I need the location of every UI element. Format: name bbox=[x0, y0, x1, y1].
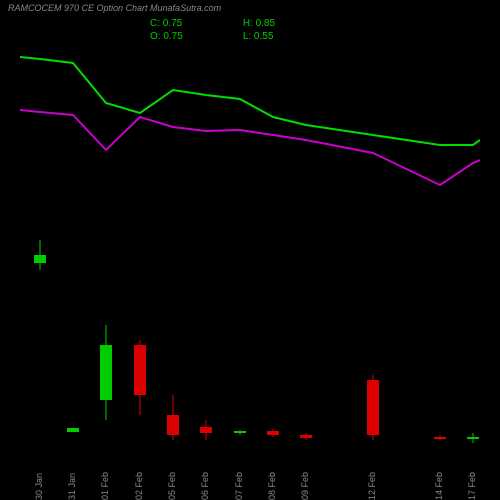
candle-body bbox=[134, 345, 146, 395]
x-axis-labels: 30 Jan 31 Jan 01 Feb 02 Feb 05 Feb 06 Feb 07 F… bbox=[20, 450, 480, 500]
candle-body bbox=[167, 415, 179, 435]
candle-body bbox=[100, 345, 112, 400]
candle-body bbox=[267, 431, 279, 435]
candle-body bbox=[200, 427, 212, 433]
low-value: L: 0.55 bbox=[243, 31, 275, 42]
chart-area bbox=[20, 45, 480, 450]
x-axis-label: 01 Feb bbox=[100, 472, 110, 500]
x-axis-label: 17 Feb bbox=[467, 472, 477, 500]
candle-body bbox=[434, 437, 446, 439]
open-value: O: 0.75 bbox=[150, 31, 183, 42]
chart-svg bbox=[20, 45, 480, 450]
x-axis-label: 05 Feb bbox=[167, 472, 177, 500]
x-axis-label: 06 Feb bbox=[200, 472, 210, 500]
indicator-line-2 bbox=[20, 110, 480, 185]
chart-title: RAMCOCEM 970 CE Option Chart MunafaSutra… bbox=[8, 3, 221, 13]
high-value: H: 0.85 bbox=[243, 18, 275, 29]
x-axis-label: 12 Feb bbox=[367, 472, 377, 500]
x-axis-label: 14 Feb bbox=[434, 472, 444, 500]
x-axis-label: 08 Feb bbox=[267, 472, 277, 500]
x-axis-label: 30 Jan bbox=[34, 473, 44, 500]
candle-body bbox=[367, 380, 379, 435]
x-axis-label: 07 Feb bbox=[234, 472, 244, 500]
ohlc-info: C: 0.75 O: 0.75 H: 0.85 L: 0.55 bbox=[150, 18, 275, 42]
x-axis-label: 02 Feb bbox=[134, 472, 144, 500]
close-value: C: 0.75 bbox=[150, 18, 183, 29]
candle-body bbox=[34, 255, 46, 263]
x-axis-label: 31 Jan bbox=[67, 473, 77, 500]
candle-body bbox=[67, 428, 79, 432]
candle-body bbox=[234, 431, 246, 433]
candle-body bbox=[300, 435, 312, 438]
x-axis-label: 09 Feb bbox=[300, 472, 310, 500]
candle-body bbox=[467, 437, 479, 439]
